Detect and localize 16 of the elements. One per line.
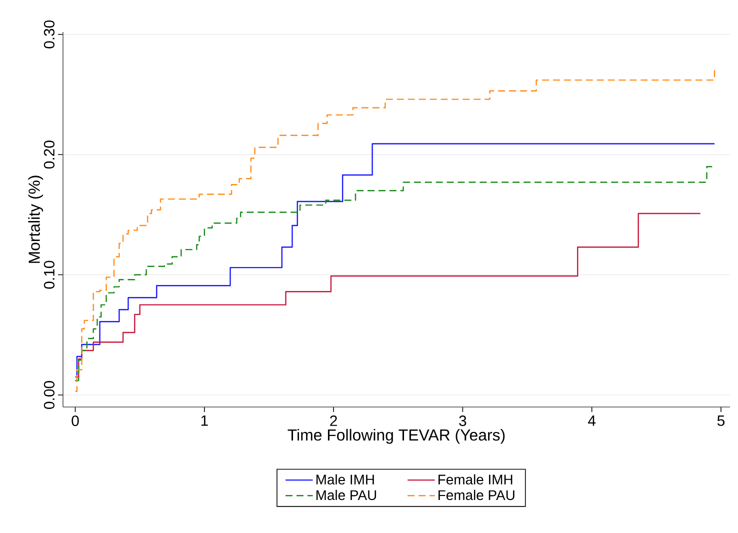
- legend-label: Male PAU: [316, 490, 376, 500]
- x-tick-label: 4: [588, 416, 596, 426]
- x-axis-title: Time Following TEVAR (Years): [288, 428, 505, 444]
- legend-label: Female PAU: [438, 490, 514, 500]
- x-tick-label: 2: [330, 416, 337, 426]
- y-tick-label: 0.30: [44, 20, 54, 48]
- x-tick-label: 1: [201, 416, 208, 426]
- x-tick-label: 3: [459, 416, 466, 426]
- y-axis-title: Mortality (%): [28, 176, 44, 263]
- x-tick-label: 0: [72, 416, 79, 426]
- x-tick-label: 5: [717, 416, 725, 426]
- legend-label: Female IMH: [438, 474, 512, 484]
- y-tick-label: 0.20: [44, 140, 54, 169]
- y-tick-label: 0.00: [44, 381, 54, 409]
- legend-label: Male IMH: [316, 474, 374, 484]
- y-tick-label: 0.10: [44, 260, 54, 289]
